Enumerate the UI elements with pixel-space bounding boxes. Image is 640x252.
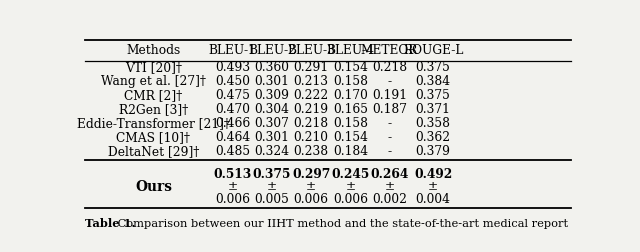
Text: 0.475: 0.475 (215, 88, 250, 102)
Text: -: - (387, 75, 392, 87)
Text: Wang et al. [27]†: Wang et al. [27]† (101, 75, 206, 87)
Text: 0.375: 0.375 (416, 88, 451, 102)
Text: 0.191: 0.191 (372, 88, 407, 102)
Text: VTI [20]†: VTI [20]† (125, 61, 182, 74)
Text: Table 1.: Table 1. (85, 217, 135, 228)
Text: ±: ± (306, 180, 316, 193)
Text: 0.264: 0.264 (371, 167, 409, 180)
Text: 0.360: 0.360 (255, 61, 289, 74)
Text: 0.375: 0.375 (416, 61, 451, 74)
Text: 0.301: 0.301 (255, 75, 289, 87)
Text: 0.297: 0.297 (292, 167, 330, 180)
Text: 0.304: 0.304 (255, 103, 289, 115)
Text: 0.513: 0.513 (214, 167, 252, 180)
Text: 0.384: 0.384 (415, 75, 451, 87)
Text: BLEU-4: BLEU-4 (327, 44, 375, 57)
Text: 0.371: 0.371 (416, 103, 451, 115)
Text: ±: ± (428, 180, 438, 193)
Text: Eddie-Transformer [21]†: Eddie-Transformer [21]† (77, 116, 230, 130)
Text: 0.210: 0.210 (294, 131, 328, 143)
Text: 0.222: 0.222 (294, 88, 329, 102)
Text: BLEU-3: BLEU-3 (287, 44, 335, 57)
Text: 0.309: 0.309 (255, 88, 289, 102)
Text: 0.245: 0.245 (332, 167, 370, 180)
Text: ±: ± (267, 180, 277, 193)
Text: 0.358: 0.358 (415, 116, 451, 130)
Text: BLEU-2: BLEU-2 (248, 44, 296, 57)
Text: 0.238: 0.238 (294, 144, 329, 158)
Text: BLEU-1: BLEU-1 (209, 44, 257, 57)
Text: ROUGE-L: ROUGE-L (403, 44, 463, 57)
Text: 0.158: 0.158 (333, 116, 368, 130)
Text: 0.004: 0.004 (415, 192, 451, 205)
Text: 0.154: 0.154 (333, 131, 368, 143)
Text: 0.291: 0.291 (294, 61, 329, 74)
Text: CMAS [10]†: CMAS [10]† (116, 131, 191, 143)
Text: 0.002: 0.002 (372, 192, 407, 205)
Text: 0.362: 0.362 (415, 131, 451, 143)
Text: 0.006: 0.006 (294, 192, 328, 205)
Text: ±: ± (346, 180, 356, 193)
Text: 0.470: 0.470 (215, 103, 250, 115)
Text: 0.006: 0.006 (215, 192, 250, 205)
Text: 0.218: 0.218 (294, 116, 329, 130)
Text: 0.307: 0.307 (255, 116, 289, 130)
Text: 0.005: 0.005 (255, 192, 289, 205)
Text: Methods: Methods (126, 44, 180, 57)
Text: 0.158: 0.158 (333, 75, 368, 87)
Text: 0.450: 0.450 (215, 75, 250, 87)
Text: CMR [2]†: CMR [2]† (124, 88, 182, 102)
Text: -: - (387, 144, 392, 158)
Text: 0.493: 0.493 (215, 61, 250, 74)
Text: 0.218: 0.218 (372, 61, 407, 74)
Text: 0.165: 0.165 (333, 103, 368, 115)
Text: ±: ± (385, 180, 395, 193)
Text: 0.485: 0.485 (215, 144, 250, 158)
Text: Ours: Ours (135, 179, 172, 193)
Text: 0.170: 0.170 (333, 88, 368, 102)
Text: 0.379: 0.379 (415, 144, 451, 158)
Text: 0.324: 0.324 (254, 144, 289, 158)
Text: Comparison between our IIHT method and the state-of-the-art medical report: Comparison between our IIHT method and t… (114, 218, 568, 228)
Text: 0.006: 0.006 (333, 192, 368, 205)
Text: 0.375: 0.375 (253, 167, 291, 180)
Text: 0.464: 0.464 (215, 131, 250, 143)
Text: 0.213: 0.213 (294, 75, 328, 87)
Text: R2Gen [3]†: R2Gen [3]† (119, 103, 188, 115)
Text: 0.184: 0.184 (333, 144, 369, 158)
Text: 0.466: 0.466 (215, 116, 250, 130)
Text: METEOR: METEOR (361, 44, 418, 57)
Text: -: - (387, 131, 392, 143)
Text: 0.219: 0.219 (294, 103, 329, 115)
Text: 0.187: 0.187 (372, 103, 407, 115)
Text: ±: ± (228, 180, 238, 193)
Text: -: - (387, 116, 392, 130)
Text: 0.301: 0.301 (255, 131, 289, 143)
Text: 0.154: 0.154 (333, 61, 368, 74)
Text: 0.492: 0.492 (414, 167, 452, 180)
Text: DeltaNet [29]†: DeltaNet [29]† (108, 144, 199, 158)
